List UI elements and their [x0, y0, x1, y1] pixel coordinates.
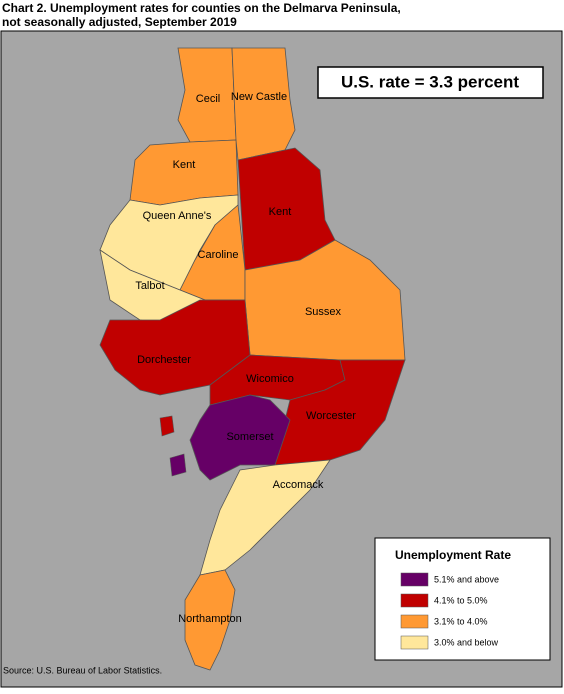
county	[274, 359, 406, 466]
legend-swatch	[400, 614, 429, 629]
legend-title: Unemployment Rate	[395, 548, 511, 562]
county-label: Accomack	[273, 479, 324, 491]
title-line: Chart 2. Unemployment rates for counties…	[2, 1, 401, 15]
legend-swatch	[400, 593, 429, 608]
source: Source: U.S. Bureau of Labor Statistics.	[3, 665, 162, 675]
county	[231, 47, 296, 161]
title-line: not seasonally adjusted, September 2019	[2, 15, 237, 29]
legend-label: 3.1% to 4.0%	[434, 616, 488, 626]
island	[159, 415, 175, 437]
county-label: New Castle	[231, 91, 287, 103]
county-label: Dorchester	[137, 354, 191, 366]
legend-label: 4.1% to 5.0%	[434, 595, 488, 605]
island	[169, 453, 187, 477]
legend-label: 5.1% and above	[434, 574, 499, 584]
county	[129, 139, 239, 206]
county-label: Talbot	[135, 280, 164, 292]
callout: U.S. rate = 3.3 percent	[341, 72, 519, 91]
county-label: Sussex	[305, 306, 342, 318]
legend: 5.1% and above 4.1% to 5.0% 3.1% to 4.0% 3.…	[400, 572, 499, 650]
legend-label: 3.0% and below	[434, 637, 499, 647]
legend-swatch	[400, 572, 429, 587]
county-label: Somerset	[226, 431, 273, 443]
county-label: Kent	[173, 159, 196, 171]
county-label: Worcester	[306, 410, 356, 422]
callout-box	[317, 66, 544, 99]
county	[189, 394, 291, 481]
counties: Cecil New Castle Kent Kent Queen Anne's Carol…	[99, 47, 406, 671]
county	[184, 569, 236, 671]
county-label: Kent	[269, 206, 292, 218]
county-label: Queen Anne's	[143, 210, 212, 222]
legend-swatch	[400, 635, 429, 650]
county-label: Northampton	[178, 613, 242, 625]
county-label: Wicomico	[246, 373, 294, 385]
county-label: Caroline	[198, 249, 239, 261]
county-label: Cecil	[196, 93, 220, 105]
